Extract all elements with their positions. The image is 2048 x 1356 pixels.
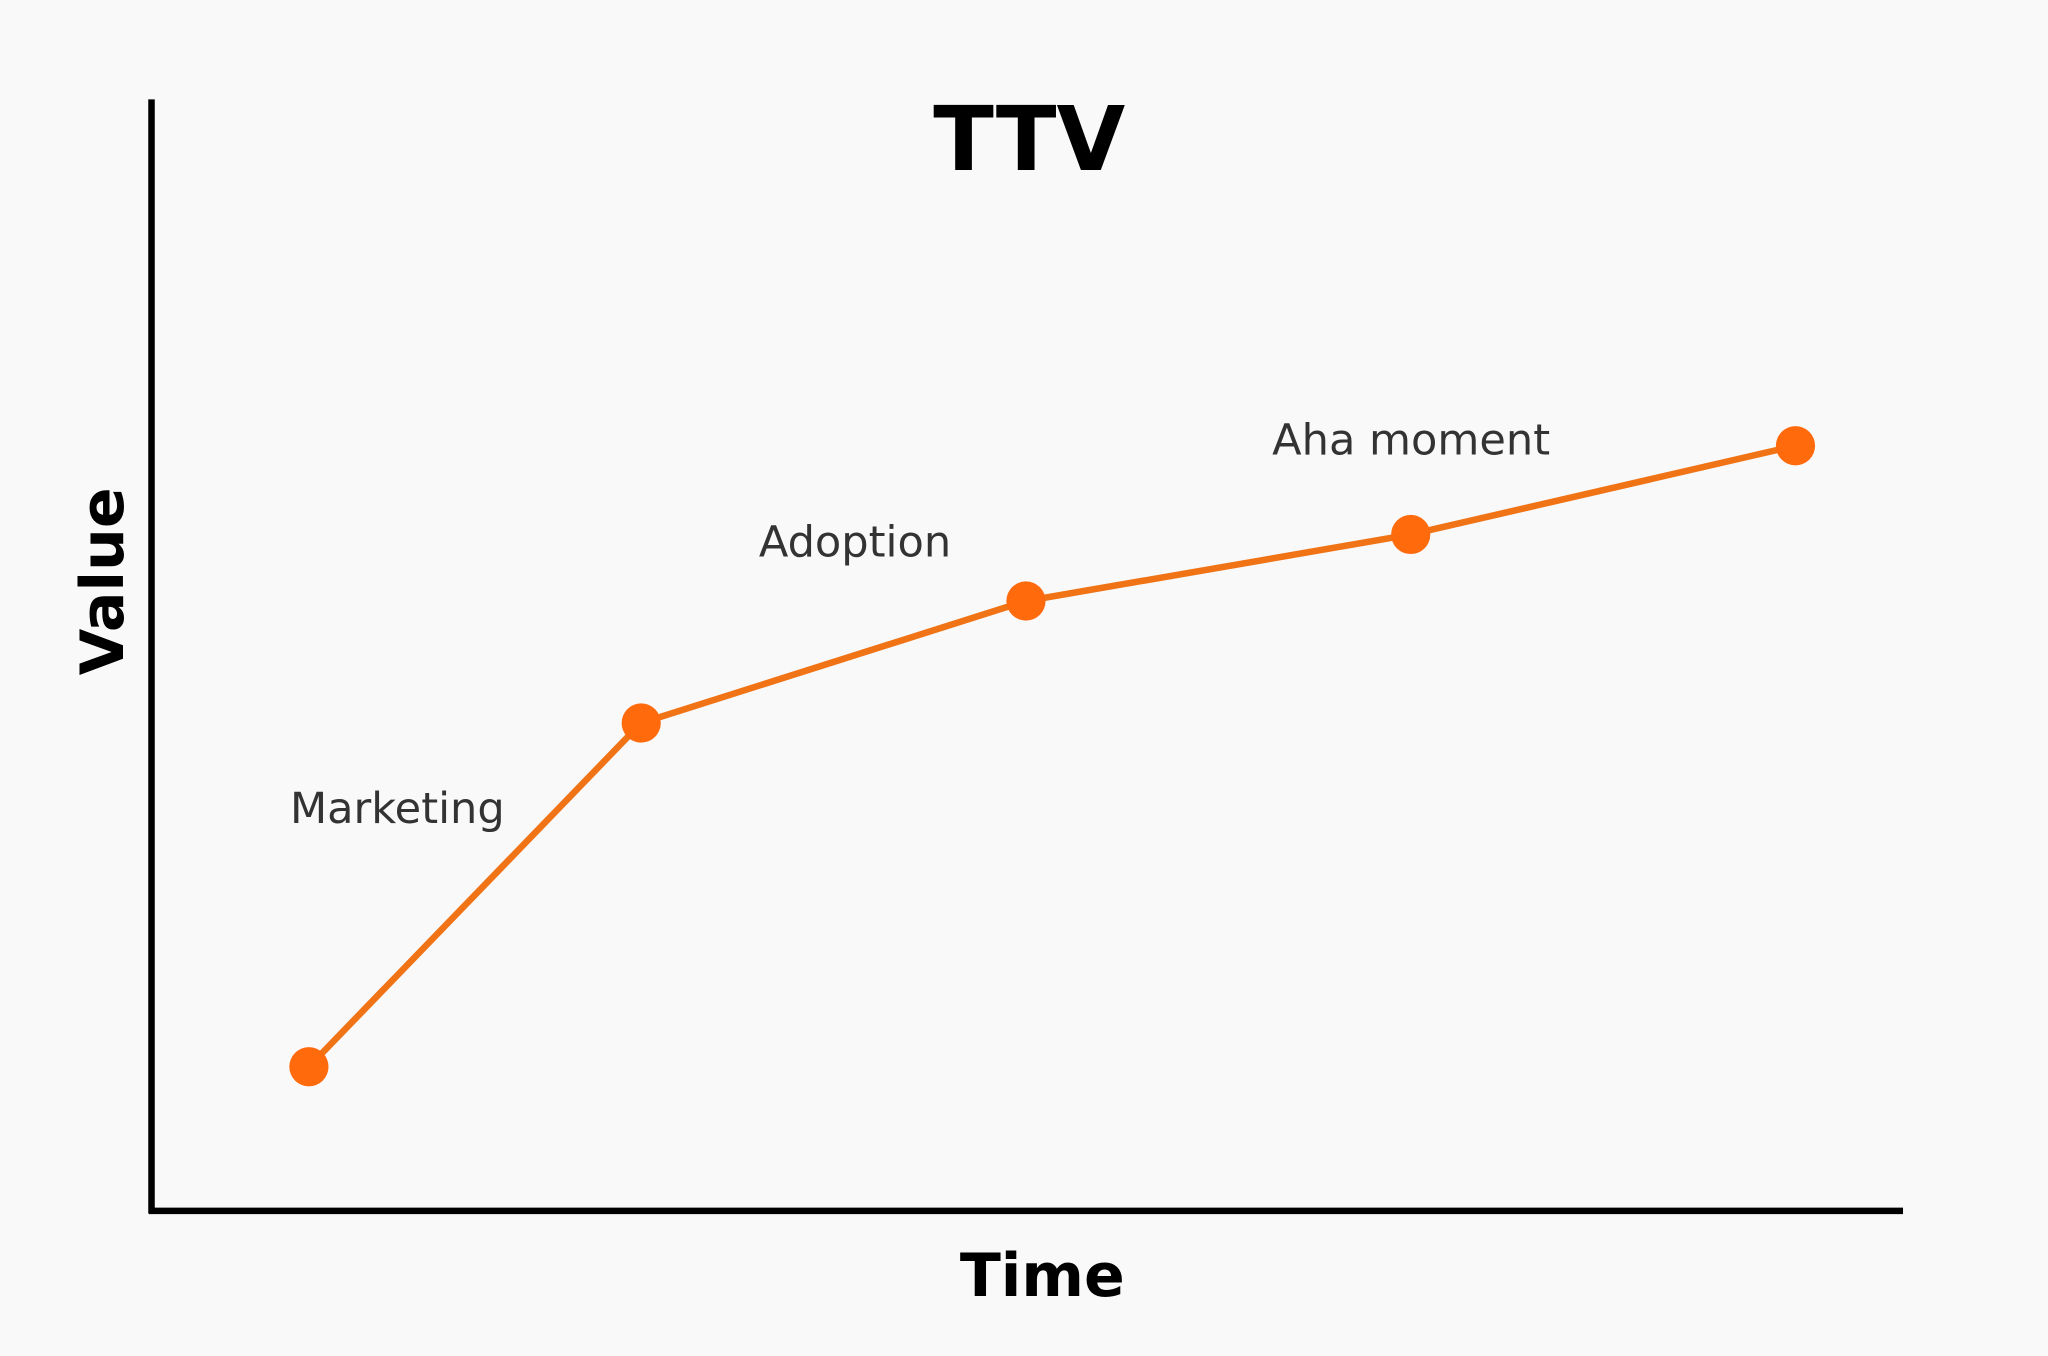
annotation: Aha moment bbox=[1272, 416, 1550, 466]
data-point bbox=[1775, 426, 1816, 466]
data-point bbox=[289, 1047, 329, 1087]
annotation: Marketing bbox=[290, 784, 505, 834]
x-axis-title: Time bbox=[960, 1241, 1125, 1311]
y-axis-title: Value bbox=[68, 487, 138, 675]
annotation: Adoption bbox=[759, 518, 951, 568]
data-point bbox=[1006, 581, 1046, 621]
data-point bbox=[1391, 514, 1431, 555]
data-point bbox=[621, 703, 661, 743]
chart-title: TTV bbox=[933, 88, 1125, 191]
